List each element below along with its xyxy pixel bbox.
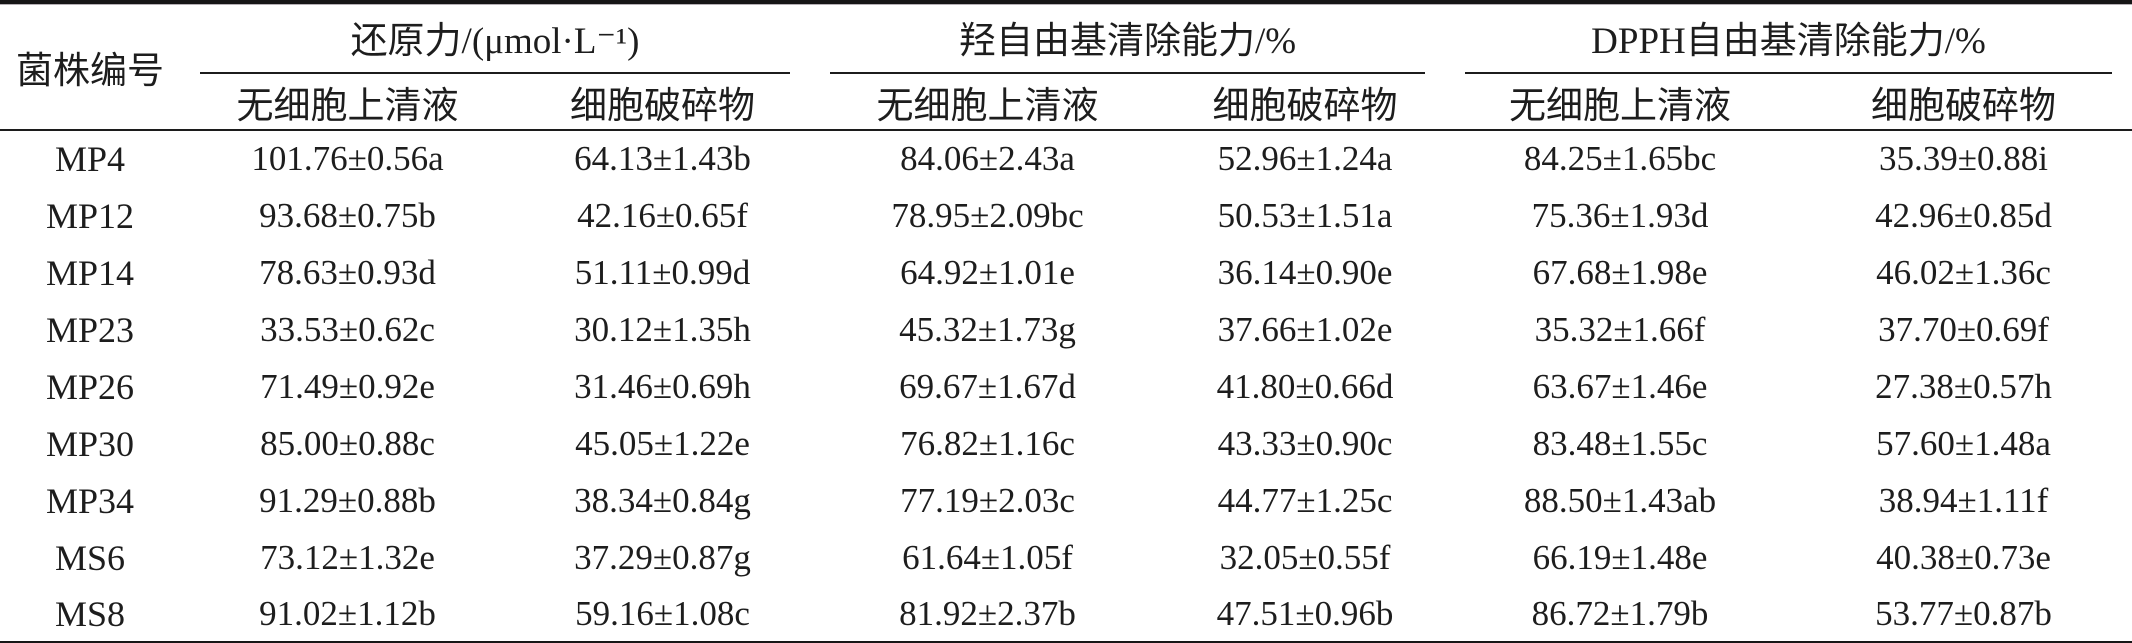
value-cell: 63.67±1.46e	[1532, 366, 1708, 406]
table-row: MP26 71.49±0.92e 31.46±0.69h 69.67±1.67d 41…	[0, 358, 2132, 415]
value-cell: 32.05±0.55f	[1219, 537, 1391, 577]
value-cell: 84.25±1.65bc	[1523, 139, 1717, 178]
table-body: MP4 101.76±0.56a 64.13±1.43b 84.06±2.43a 52…	[0, 130, 2132, 643]
value-cell: 85.00±0.88c	[260, 423, 435, 463]
strain-cell: MP34	[45, 480, 135, 521]
subheader-dpph-supernatant: 无细胞上清液	[1445, 74, 1796, 131]
table-row: MP12 93.68±0.75b 42.16±0.65f 78.95±2.09bc 5…	[0, 187, 2132, 244]
table-row: MS8 91.02±1.12b 59.16±1.08c 81.92±2.37b 47.…	[0, 586, 2132, 643]
value-cell: 91.02±1.12b	[259, 593, 436, 633]
strain-cell: MP12	[45, 195, 135, 236]
value-cell: 93.68±0.75b	[259, 195, 436, 235]
value-cell: 64.13±1.43b	[574, 139, 751, 178]
value-cell: 91.29±0.88b	[259, 480, 436, 520]
group-header-hydroxyl-radical-scavenging: 羟自由基清除能力/%	[810, 2, 1445, 74]
value-cell: 83.48±1.55c	[1532, 423, 1708, 463]
group-header-hydroxyl-radical-scavenging-label: 羟自由基清除能力/%	[830, 4, 1426, 74]
strain-cell: MP30	[45, 423, 135, 464]
value-cell: 37.66±1.02e	[1217, 309, 1393, 349]
subheader-hydroxyl-supernatant: 无细胞上清液	[810, 74, 1165, 131]
value-cell: 40.38±0.73e	[1876, 537, 2051, 577]
value-cell: 66.19±1.48e	[1532, 537, 1708, 577]
value-cell: 86.72±1.79b	[1531, 593, 1709, 633]
strain-cell: MS8	[54, 593, 126, 634]
value-cell: 78.95±2.09bc	[891, 195, 1084, 235]
value-cell: 45.32±1.73g	[899, 309, 1076, 349]
value-cell: 52.96±1.24a	[1217, 139, 1393, 178]
value-cell: 44.77±1.25c	[1217, 480, 1393, 520]
table-row: MS6 73.12±1.32e 37.29±0.87g 61.64±1.05f 32.…	[0, 529, 2132, 586]
value-cell: 50.53±1.51a	[1217, 195, 1393, 235]
group-header-reducing-power-label: 还原力/(μmol·L⁻¹)	[200, 4, 790, 74]
value-cell: 76.82±1.16c	[900, 423, 1075, 463]
strain-cell: MP23	[45, 309, 135, 350]
value-cell: 31.46±0.69h	[574, 366, 751, 406]
value-cell: 30.12±1.35h	[574, 309, 751, 349]
value-cell: 36.14±0.90e	[1217, 252, 1393, 292]
table-row: MP30 85.00±0.88c 45.05±1.22e 76.82±1.16c 43…	[0, 415, 2132, 472]
strain-cell: MP4	[54, 139, 126, 179]
value-cell: 53.77±0.87b	[1875, 593, 2052, 633]
value-cell: 75.36±1.93d	[1531, 195, 1709, 235]
value-cell: 84.06±2.43a	[900, 139, 1075, 178]
value-cell: 71.49±0.92e	[260, 366, 435, 406]
value-cell: 81.92±2.37b	[899, 593, 1076, 633]
table-row: MP23 33.53±0.62c 30.12±1.35h 45.32±1.73g 37…	[0, 301, 2132, 358]
value-cell: 33.53±0.62c	[260, 309, 435, 349]
subheader-reducing-supernatant: 无细胞上清液	[180, 74, 515, 131]
group-header-dpph-radical-scavenging-label: DPPH自由基清除能力/%	[1465, 4, 2113, 74]
strain-cell: MS6	[54, 537, 126, 578]
strain-cell: MP14	[45, 252, 135, 293]
subheader-dpph-lysate: 细胞破碎物	[1795, 74, 2132, 131]
value-cell: 67.68±1.98e	[1532, 252, 1708, 292]
value-cell: 38.94±1.11f	[1878, 480, 2049, 520]
subheader-reducing-lysate: 细胞破碎物	[515, 74, 810, 131]
group-header-reducing-power: 还原力/(μmol·L⁻¹)	[180, 2, 810, 74]
strain-cell: MP26	[45, 366, 135, 407]
value-cell: 101.76±0.56a	[251, 139, 444, 178]
group-header-dpph-radical-scavenging: DPPH自由基清除能力/%	[1445, 2, 2132, 74]
value-cell: 61.64±1.05f	[902, 537, 1073, 577]
value-cell: 35.39±0.88i	[1879, 139, 2048, 178]
value-cell: 42.16±0.65f	[577, 195, 748, 235]
value-cell: 77.19±2.03c	[900, 480, 1075, 520]
value-cell: 35.32±1.66f	[1534, 309, 1706, 349]
table-row: MP34 91.29±0.88b 38.34±0.84g 77.19±2.03c 44…	[0, 472, 2132, 529]
subheader-hydroxyl-lysate: 细胞破碎物	[1165, 74, 1446, 131]
value-cell: 69.67±1.67d	[899, 366, 1076, 406]
value-cell: 45.05±1.22e	[575, 423, 750, 463]
value-cell: 59.16±1.08c	[575, 593, 750, 633]
value-cell: 27.38±0.57h	[1875, 366, 2052, 406]
value-cell: 38.34±0.84g	[574, 480, 751, 520]
value-cell: 43.33±0.90c	[1217, 423, 1393, 463]
value-cell: 51.11±0.99d	[574, 252, 751, 292]
value-cell: 47.51±0.96b	[1216, 593, 1394, 633]
table-row: MP14 78.63±0.93d 51.11±0.99d 64.92±1.01e 36…	[0, 244, 2132, 301]
value-cell: 41.80±0.66d	[1216, 366, 1394, 406]
value-cell: 73.12±1.32e	[260, 537, 435, 577]
column-header-strain: 菌株编号	[0, 2, 180, 131]
value-cell: 42.96±0.85d	[1875, 195, 2052, 235]
value-cell: 57.60±1.48a	[1876, 423, 2051, 463]
value-cell: 37.70±0.69f	[1878, 309, 2049, 349]
value-cell: 64.92±1.01e	[900, 252, 1075, 292]
value-cell: 37.29±0.87g	[574, 537, 751, 577]
value-cell: 78.63±0.93d	[259, 252, 436, 292]
value-cell: 46.02±1.36c	[1876, 252, 2051, 292]
table-row: MP4 101.76±0.56a 64.13±1.43b 84.06±2.43a 52…	[0, 130, 2132, 187]
value-cell: 88.50±1.43ab	[1523, 480, 1717, 520]
